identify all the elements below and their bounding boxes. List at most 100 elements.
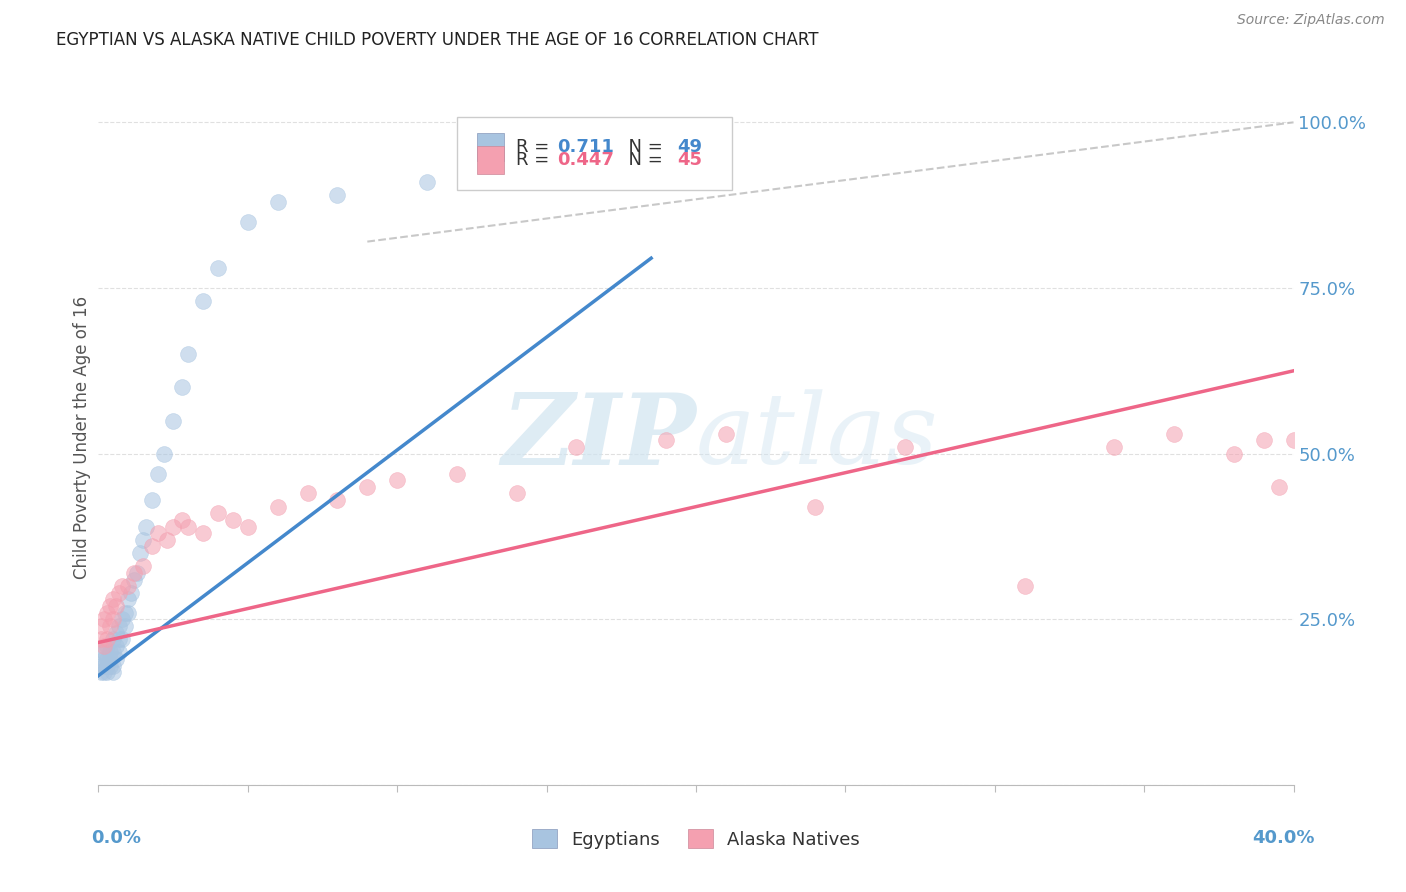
Point <box>96 658 118 673</box>
Point <box>93 645 115 659</box>
Point <box>714 426 737 441</box>
Point <box>446 467 468 481</box>
Point <box>124 566 146 580</box>
Point <box>111 579 134 593</box>
Point <box>103 632 125 647</box>
Point <box>90 665 112 680</box>
Point <box>267 500 290 514</box>
Point <box>103 645 125 659</box>
Point <box>132 533 155 547</box>
Point <box>177 519 200 533</box>
Point <box>108 619 131 633</box>
Point <box>1223 447 1246 461</box>
Point <box>105 652 128 666</box>
Point <box>172 513 194 527</box>
Text: 0.711: 0.711 <box>557 138 614 156</box>
Point <box>804 500 827 514</box>
Point <box>222 513 245 527</box>
Point <box>1014 579 1036 593</box>
Point <box>93 665 115 680</box>
Point <box>172 380 194 394</box>
Point <box>1104 440 1126 454</box>
Point <box>148 526 170 541</box>
Text: N =: N = <box>617 151 669 169</box>
Point <box>117 592 139 607</box>
Point <box>105 625 128 640</box>
Point <box>894 440 917 454</box>
Point <box>207 261 229 276</box>
Point <box>105 639 128 653</box>
Text: atlas: atlas <box>696 390 939 484</box>
Point <box>1253 434 1275 448</box>
Point <box>191 294 214 309</box>
Point <box>1267 480 1289 494</box>
Point <box>93 639 115 653</box>
Y-axis label: Child Poverty Under the Age of 16: Child Poverty Under the Age of 16 <box>73 295 91 579</box>
Point <box>297 486 319 500</box>
Point <box>103 592 125 607</box>
Point <box>108 632 131 647</box>
Point <box>93 652 115 666</box>
Point <box>117 579 139 593</box>
Point <box>90 619 112 633</box>
Text: 0.447: 0.447 <box>557 151 614 169</box>
Text: EGYPTIAN VS ALASKA NATIVE CHILD POVERTY UNDER THE AGE OF 16 CORRELATION CHART: EGYPTIAN VS ALASKA NATIVE CHILD POVERTY … <box>56 31 818 49</box>
Point <box>105 599 128 613</box>
Text: ZIP: ZIP <box>501 389 696 485</box>
Point <box>148 467 170 481</box>
Point <box>1282 434 1305 448</box>
Point <box>90 645 112 659</box>
Point <box>565 161 588 176</box>
Point <box>177 347 200 361</box>
Point <box>127 566 149 580</box>
Point <box>356 480 378 494</box>
Point <box>96 606 118 620</box>
Point <box>103 658 125 673</box>
Point <box>98 619 122 633</box>
Point <box>655 434 678 448</box>
FancyBboxPatch shape <box>457 117 733 190</box>
Point <box>129 546 152 560</box>
Point <box>98 599 122 613</box>
Text: 45: 45 <box>676 151 702 169</box>
Point <box>98 645 122 659</box>
Point <box>385 473 409 487</box>
Point <box>236 215 259 229</box>
Point <box>236 519 259 533</box>
Point <box>103 612 125 626</box>
Point <box>120 586 142 600</box>
Point <box>326 493 349 508</box>
Bar <box>477 133 503 161</box>
Point <box>1163 426 1185 441</box>
Point <box>111 612 134 626</box>
Point <box>98 652 122 666</box>
Point <box>96 632 118 647</box>
Point <box>416 175 439 189</box>
Point <box>191 526 214 541</box>
Point <box>565 440 588 454</box>
Legend: Egyptians, Alaska Natives: Egyptians, Alaska Natives <box>524 822 868 856</box>
Point <box>108 586 131 600</box>
Text: 0.0%: 0.0% <box>91 829 142 847</box>
Point <box>326 188 349 202</box>
Point <box>93 658 115 673</box>
Point <box>90 632 112 647</box>
Point <box>135 519 157 533</box>
Point <box>117 606 139 620</box>
Point <box>162 519 184 533</box>
Point <box>98 658 122 673</box>
Point <box>111 632 134 647</box>
Point <box>162 413 184 427</box>
Text: R =: R = <box>516 151 554 169</box>
Point <box>141 493 163 508</box>
Point <box>96 652 118 666</box>
Point <box>108 645 131 659</box>
Point <box>96 665 118 680</box>
Text: 49: 49 <box>676 138 702 156</box>
Point <box>132 559 155 574</box>
Point <box>267 194 290 209</box>
Point <box>103 665 125 680</box>
Point <box>207 506 229 520</box>
Text: 40.0%: 40.0% <box>1253 829 1315 847</box>
Point <box>153 447 176 461</box>
